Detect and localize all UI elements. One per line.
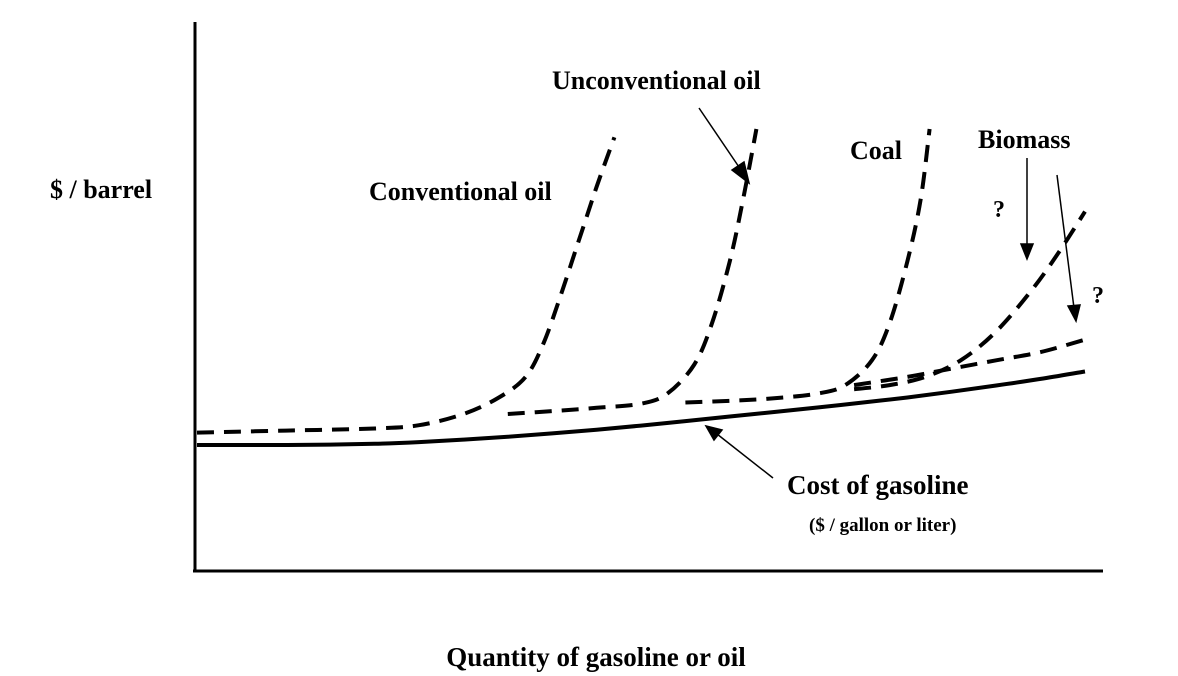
series-line-5 (853, 337, 1086, 388)
cost-of-gasoline-arrow-shaft (716, 433, 774, 479)
series-line-4 (853, 210, 1087, 392)
biomass-label: Biomass (978, 125, 1070, 154)
y-axis-label: $ / barrel (50, 175, 152, 204)
unconventional-oil-arrowhead (730, 160, 751, 185)
conventional-oil-label: Conventional oil (369, 177, 552, 206)
annotation-arrows (698, 107, 1081, 479)
question-mark-upper: ? (993, 197, 1005, 223)
cost-of-gasoline-sublabel: ($ / gallon or liter) (809, 515, 956, 536)
unconventional-oil-arrow-shaft (698, 107, 742, 171)
cost-of-gasoline-arrowhead (704, 424, 724, 442)
coal-label: Coal (850, 136, 902, 165)
unconventional-oil-label: Unconventional oil (552, 66, 761, 95)
series-layer (196, 128, 1087, 448)
series-line-3 (685, 128, 932, 405)
question-mark-lower: ? (1092, 283, 1104, 309)
biomass-arrow-left-head (1019, 243, 1035, 262)
series-line-2 (507, 128, 759, 416)
series-line-1 (196, 136, 617, 435)
biomass-arrow-right-head (1066, 304, 1081, 324)
series-line-0 (197, 369, 1086, 448)
biomass-arrow-right-shaft (1056, 174, 1075, 309)
x-axis-label: Quantity of gasoline or oil (446, 642, 746, 672)
cost-of-gasoline-label: Cost of gasoline (787, 470, 969, 500)
